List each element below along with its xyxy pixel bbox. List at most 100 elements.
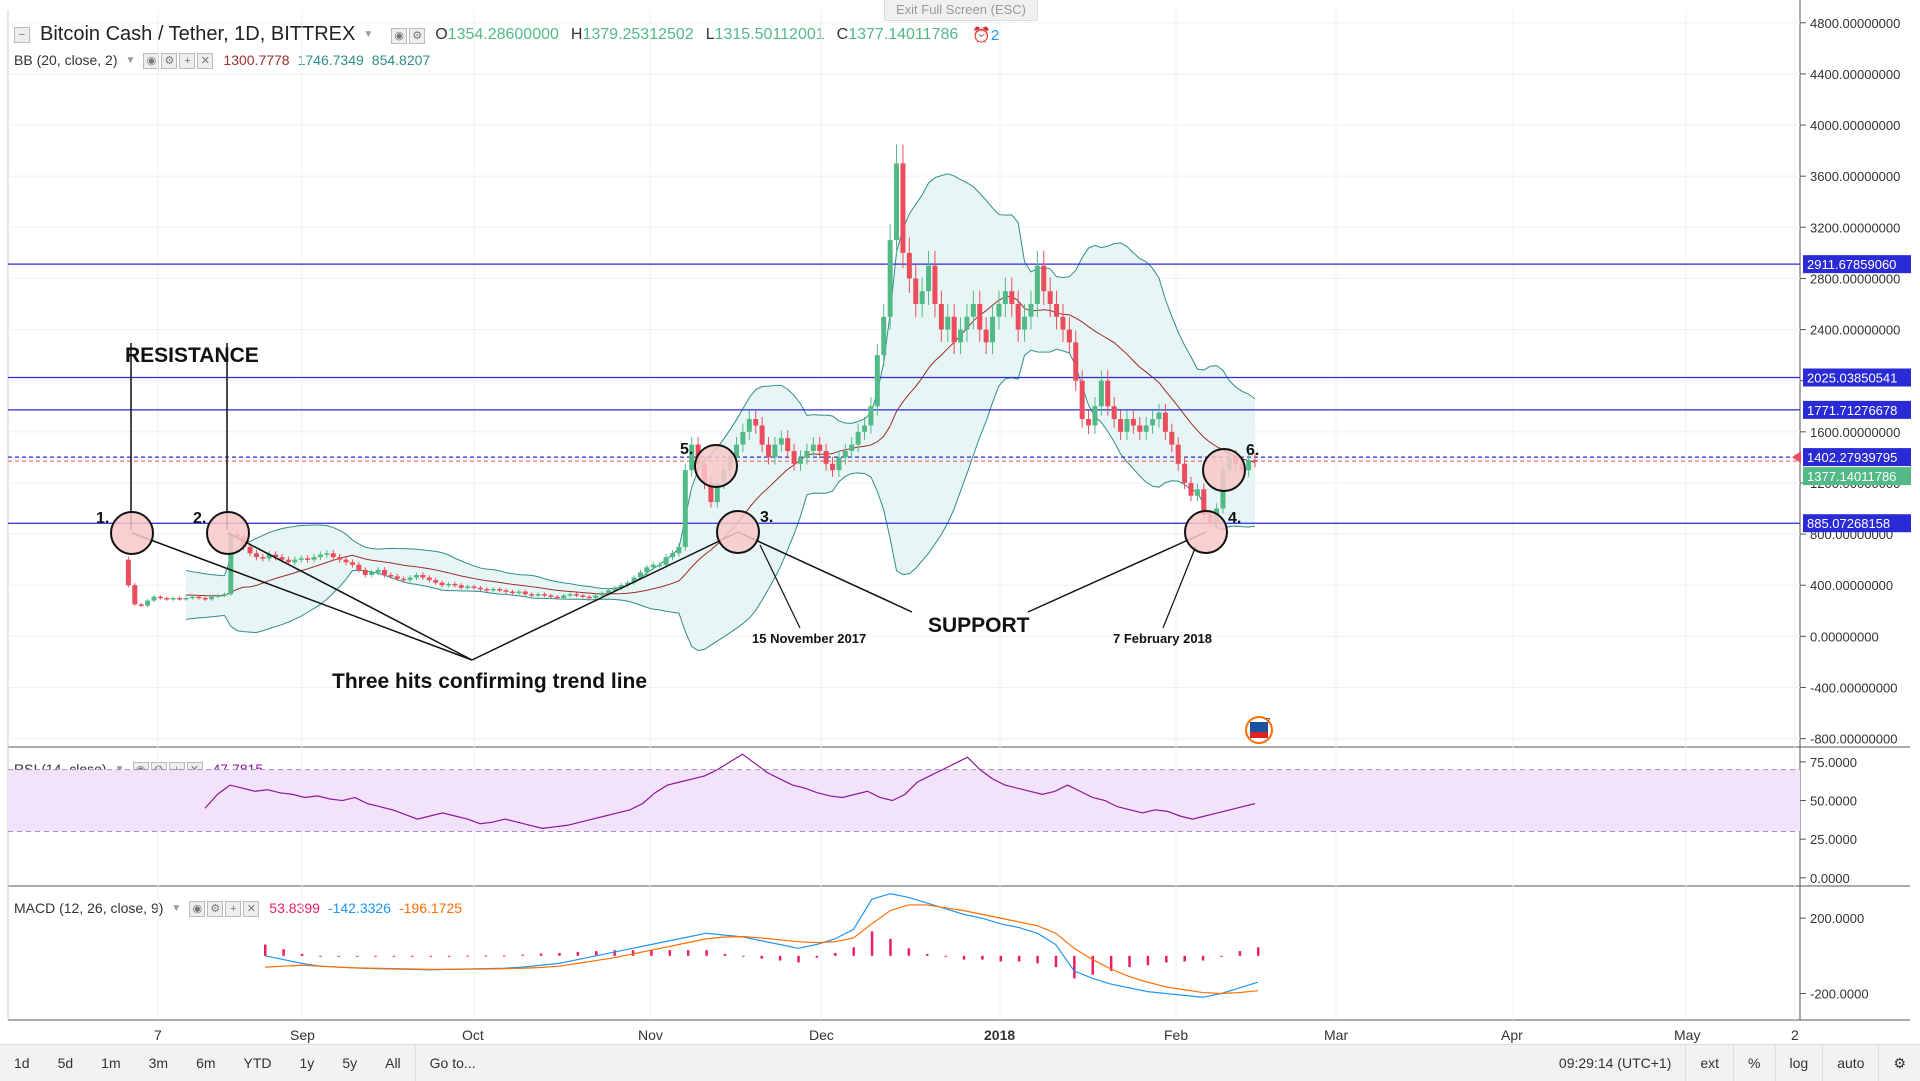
candle-body (1124, 419, 1130, 432)
candle-body (516, 591, 522, 594)
time-axis[interactable]: 7 Sep Oct Nov Dec 2018 Feb Mar Apr May 2 (154, 1027, 1799, 1043)
macd-histogram-bar (926, 953, 929, 956)
macd-line (264, 893, 1259, 998)
timeframe-button[interactable]: 1y (299, 1055, 315, 1071)
scale-button[interactable]: log (1774, 1045, 1823, 1081)
candle-body (266, 554, 272, 559)
candle-body (1060, 316, 1066, 330)
macd-signal-value: -196.1725 (398, 900, 463, 916)
candle-body (580, 595, 586, 597)
macd-histogram-bar (1165, 955, 1168, 963)
timeframe-button[interactable]: Go to... (414, 1045, 490, 1081)
timeframe-button[interactable]: 5y (342, 1055, 358, 1071)
price-tick-label: 3200.00000000 (1810, 220, 1900, 235)
candle-body (202, 598, 208, 600)
flag-icon[interactable]: 7 (1245, 716, 1273, 744)
candle-body (317, 554, 323, 558)
eye-icon[interactable]: ◉ (143, 53, 160, 69)
gear-icon[interactable]: ⚙ (409, 27, 426, 44)
eye-icon[interactable]: ◉ (189, 901, 206, 917)
price-axis[interactable]: 4800.00000000 4400.00000000 4000.00000000 3… (1792, 16, 1911, 747)
chevron-down-icon[interactable]: ▼ (114, 763, 125, 775)
candle-body (1137, 425, 1143, 432)
macd-histogram-bar (852, 947, 855, 956)
candle-body (125, 559, 131, 586)
alerts-count[interactable]: ⏰2 (972, 26, 1000, 44)
timeframe-button[interactable]: 6m (196, 1055, 216, 1071)
candle-body (567, 594, 573, 596)
candle-body (324, 553, 330, 555)
timeframe-button[interactable]: 5d (57, 1055, 74, 1071)
timeframe-button[interactable]: 3m (148, 1055, 169, 1071)
candle-body (676, 546, 682, 554)
price-tick-label: 2400.00000000 (1810, 323, 1900, 338)
ohlc-high: H1379.25312502 (570, 25, 694, 43)
horizontal-levels[interactable] (8, 263, 1800, 524)
timeframe-button[interactable]: All (385, 1055, 401, 1071)
scale-button[interactable]: ext (1685, 1045, 1733, 1081)
chevron-down-icon[interactable]: ▼ (125, 54, 136, 66)
macd-hist-value: 53.8399 (269, 900, 320, 916)
macd-histogram-bar (668, 950, 672, 956)
candle-body (1073, 342, 1079, 381)
candle-body (842, 451, 848, 458)
candle-body (260, 557, 266, 559)
candle-body (605, 590, 611, 593)
scale-button[interactable]: % (1733, 1045, 1774, 1081)
candle-body (529, 594, 535, 596)
plus-icon[interactable]: + (225, 901, 242, 917)
timeframe-button[interactable]: YTD (243, 1055, 272, 1071)
time-tick-label: Oct (462, 1027, 484, 1043)
timeframe-button[interactable]: 1d (14, 1055, 30, 1071)
macd-histogram-bar (447, 955, 451, 957)
exit-fullscreen-button[interactable]: Exit Full Screen (ESC) (884, 0, 1038, 21)
scale-button[interactable]: auto (1822, 1045, 1878, 1081)
chart-canvas[interactable]: 75.0000 50.0000 25.0000 0.0000 200.0000 -200… (0, 0, 1920, 1044)
gear-icon[interactable]: ⚙ (161, 53, 178, 69)
gear-icon[interactable]: ⚙ (1878, 1045, 1920, 1081)
candle-body (445, 583, 451, 586)
candle-body (305, 558, 311, 560)
ohlc-low: L1315.50112001 (705, 25, 825, 43)
close-icon[interactable]: ✕ (197, 53, 214, 69)
collapse-icon[interactable]: − (14, 26, 30, 43)
candle-body (951, 316, 957, 343)
candle-body (1150, 419, 1156, 426)
macd-panel: 200.0000 -200.0000 (264, 893, 1869, 1002)
bb-fill (186, 173, 1255, 651)
price-label-box (1803, 400, 1911, 419)
candle-body (1188, 482, 1194, 496)
candle-body (535, 594, 541, 596)
time-tick-label: May (1674, 1027, 1700, 1043)
time-tick-label: Apr (1501, 1027, 1523, 1043)
timeframe-button[interactable]: 1m (101, 1055, 121, 1071)
candle-body (407, 577, 413, 581)
candle-body (599, 592, 605, 596)
macd-histogram-bar (778, 955, 782, 961)
gear-icon[interactable]: ⚙ (207, 901, 224, 917)
macd-histogram-bar (1220, 955, 1223, 957)
candle-body (637, 572, 643, 578)
plus-icon[interactable]: + (179, 53, 196, 69)
candle-body (433, 580, 439, 583)
macd-histogram-bar (300, 953, 304, 956)
candle-body (196, 596, 202, 599)
clock-time[interactable]: 09:29:14 (UTC+1) (1558, 1055, 1672, 1071)
bb-label: BB (20, close, 2) (14, 52, 118, 68)
candle-body (996, 304, 1002, 317)
rsi-tick-label: 75.0000 (1810, 755, 1857, 770)
chevron-down-icon[interactable]: ▼ (363, 29, 374, 40)
candle-body (132, 585, 138, 605)
touch-number-3: 3. (760, 509, 773, 526)
close-icon[interactable]: ✕ (243, 901, 260, 917)
candle-body (836, 457, 842, 471)
candle-body (823, 451, 829, 464)
candle-body (669, 553, 675, 558)
eye-icon[interactable]: ◉ (391, 27, 408, 44)
bb-legend: BB (20, close, 2) ▼ ◉ ⚙ + ✕ 1300.7778 1746.… (14, 51, 430, 69)
candle-body (650, 564, 656, 568)
candle-body (183, 598, 189, 600)
scale-buttons: ext% log auto (1685, 1045, 1878, 1081)
chevron-down-icon[interactable]: ▼ (171, 902, 182, 914)
